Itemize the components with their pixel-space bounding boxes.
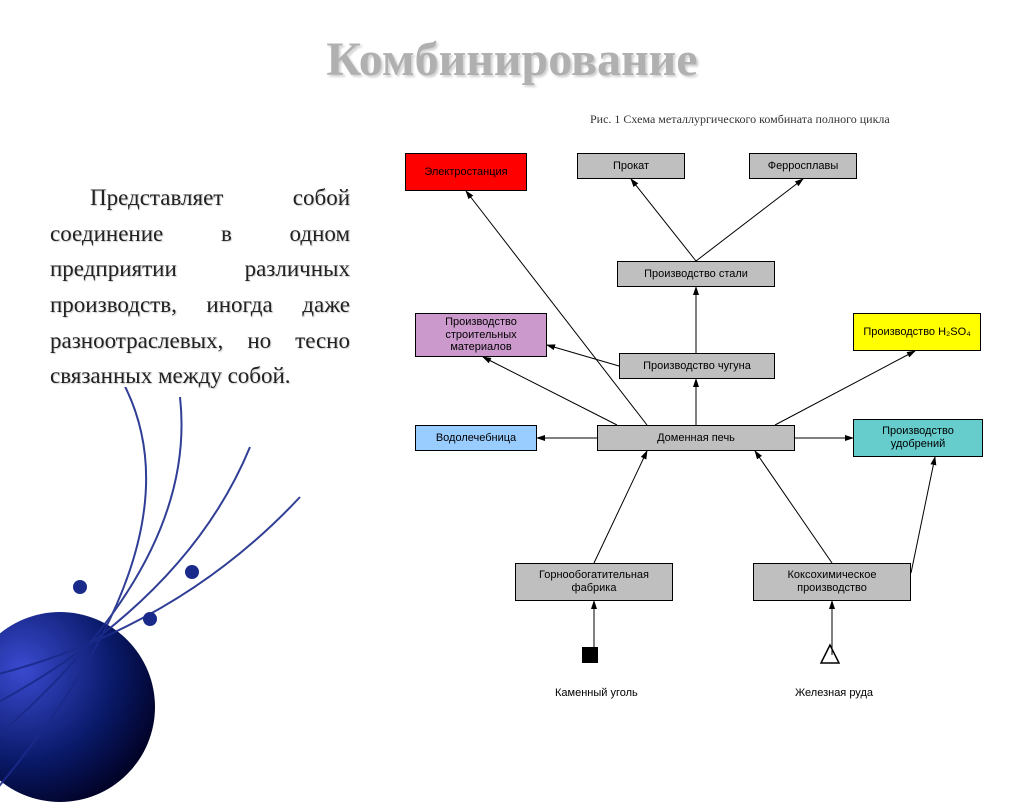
node-gorno: Горнообогатительная фабрика [515, 563, 673, 601]
coal-marker [582, 647, 598, 663]
node-ferro: Ферросплавы [749, 153, 857, 179]
flowchart-diagram: Электростанция Прокат Ферросплавы Производс… [395, 135, 1007, 725]
node-domen: Доменная печь [597, 425, 795, 451]
decoration-sphere [0, 387, 380, 807]
node-stroimat: Производство строительных материалов [415, 313, 547, 357]
node-udobr: Производство удобрений [853, 419, 983, 457]
node-chugun: Производство чугуна [619, 353, 775, 379]
node-stal: Производство стали [617, 261, 775, 287]
slide-title: Комбинирование [0, 32, 1024, 87]
node-h2so4: Производство H₂SO₄ [853, 313, 981, 351]
node-prokat: Прокат [577, 153, 685, 179]
node-vodolech: Водолечебница [415, 425, 537, 451]
node-koks: Коксохимическое производство [753, 563, 911, 601]
diagram-caption: Рис. 1 Схема металлургического комбината… [590, 112, 890, 127]
body-text: Представляет собой соединение в одном пр… [50, 180, 350, 394]
node-elektro: Электростанция [405, 153, 527, 191]
ore-marker [821, 645, 839, 663]
ore-label: Железная руда [795, 687, 873, 699]
coal-label: Каменный уголь [555, 687, 638, 699]
